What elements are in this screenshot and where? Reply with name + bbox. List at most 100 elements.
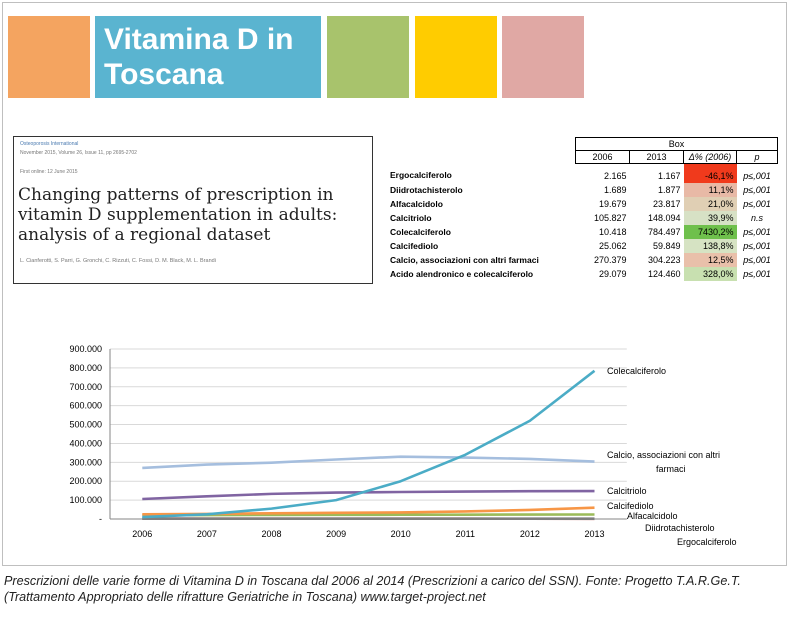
row-delta: 138,8% (683, 239, 737, 253)
paper-authors: L. Cianferotti, S. Parri, G. Gronchi, C.… (20, 258, 216, 264)
series-label: Ergocalciferolo (677, 537, 737, 547)
row-name: Alfacalcidolo (390, 198, 443, 209)
row-p: p≤,001 (743, 198, 771, 209)
row-name: Diidrotachisterolo (390, 184, 463, 195)
y-tick-label: - (99, 514, 102, 524)
row-name: Acido alendronico e colecalciferolo (390, 268, 534, 279)
row-2013: 784.497 (647, 226, 681, 237)
row-2006: 10.418 (598, 226, 627, 237)
paper-title: Changing patterns of prescription in vit… (18, 185, 370, 245)
series-label: Calcifediolo (607, 501, 654, 511)
paper-title-line-2: vitamin D supplementation in adults: (18, 205, 338, 225)
row-2013: 59.849 (652, 240, 681, 251)
row-2013: 1.877 (657, 184, 681, 195)
series-label: Calcitriolo (607, 486, 647, 496)
y-tick-label: 100.000 (69, 495, 102, 505)
x-tick-label: 2008 (261, 529, 281, 539)
paper-journal: Osteoporosis International (20, 141, 79, 147)
row-2013: 1.167 (657, 170, 681, 181)
row-2013: 304.223 (647, 254, 681, 265)
series-label: Colecalciferolo (607, 366, 666, 376)
row-2006: 19.679 (598, 198, 627, 209)
row-p: p≤,001 (743, 268, 771, 279)
row-name: Calcitriolo (390, 212, 432, 223)
box-header: Box (575, 137, 778, 151)
row-p: p≤,001 (743, 254, 771, 265)
paper-title-line-3: analysis of a regional dataset (18, 225, 271, 245)
series-line-calcio-associazioni-con-altri-farmaci (142, 455, 595, 470)
x-tick-label: 2009 (326, 529, 346, 539)
col-header-2013: 2013 (629, 150, 684, 164)
table-row: Calcio, associazioni con altri farmaci 27… (388, 253, 778, 267)
y-tick-label: 400.000 (69, 438, 102, 448)
col-header-delta: Δ% (2006) (683, 150, 737, 164)
row-2006: 2.165 (603, 170, 627, 181)
series-line-calcitriolo (142, 489, 595, 501)
table-row: Alfacalcidolo 19.679 23.817 21,0% p≤,001 (388, 197, 778, 211)
row-name: Ergocalciferolo (390, 170, 452, 181)
title-line-2: Toscana (104, 58, 224, 91)
col-header-2006: 2006 (575, 150, 630, 164)
pink-tile (502, 16, 584, 98)
yellow-tile (415, 16, 497, 98)
y-tick-label: 500.000 (69, 420, 102, 430)
prescription-table: Box 2006 2013 Δ% (2006) p Ergocalciferol… (388, 137, 778, 281)
table-row: Colecalciferolo 10.418 784.497 7430,2% p≤,00… (388, 225, 778, 239)
row-delta: 11,1% (683, 183, 737, 197)
y-tick-label: 200.000 (69, 476, 102, 486)
series-label: Diidrotachisterolo (645, 523, 715, 533)
row-name: Calcio, associazioni con altri farmaci (390, 254, 539, 265)
table-row: Calcifediolo 25.062 59.849 138,8% p≤,001 (388, 239, 778, 253)
x-tick-label: 2011 (456, 529, 475, 539)
table-row: Ergocalciferolo 2.165 1.167 -46,1% p≤,001 (388, 163, 778, 183)
col-header-p: p (736, 150, 778, 164)
series-label: Calcio, associazioni con altri (607, 450, 720, 460)
row-2006: 270.379 (593, 254, 627, 265)
content-frame (2, 2, 787, 566)
title-line-1: Vitamina D in (104, 23, 294, 56)
row-2013: 23.817 (652, 198, 681, 209)
row-delta: 39,9% (683, 211, 737, 225)
y-tick-label: 600.000 (69, 401, 102, 411)
paper-meta: November 2015, Volume 26, Issue 11, pp 2… (20, 150, 137, 156)
y-tick-label: 700.000 (69, 382, 102, 392)
x-tick-label: 2007 (197, 529, 217, 539)
row-name: Calcifediolo (390, 240, 439, 251)
row-2013: 124.460 (647, 268, 681, 279)
green-tile (327, 16, 409, 98)
row-p: p≤,001 (743, 184, 771, 195)
y-tick-label: 800.000 (69, 363, 102, 373)
row-2006: 1.689 (603, 184, 627, 195)
series-label: farmaci (656, 464, 686, 474)
y-tick-label: 900.000 (69, 344, 102, 354)
table-row: Diidrotachisterolo 1.689 1.877 11,1% p≤,001 (388, 183, 778, 197)
row-delta: 21,0% (683, 197, 737, 211)
figure-caption: Prescrizioni delle varie forme di Vitami… (4, 574, 741, 604)
paper-citation-image: Osteoporosis International November 2015… (13, 136, 373, 284)
row-delta: 12,5% (683, 253, 737, 267)
blue-title-tile (95, 16, 321, 98)
x-tick-label: 2006 (132, 529, 152, 539)
x-tick-label: 2010 (391, 529, 411, 539)
x-tick-label: 2012 (520, 529, 540, 539)
series-line-colecalciferolo (142, 369, 596, 519)
row-delta: -46,1% (683, 163, 737, 183)
paper-title-line-1: Changing patterns of prescription in (18, 185, 334, 205)
row-delta: 328,0% (683, 267, 737, 281)
line-chart: - 100.000 200.000 300.000 400.000 500.000 600.… (69, 344, 737, 547)
orange-tile (8, 16, 90, 98)
row-p: p≤,001 (743, 240, 771, 251)
row-p: p≤,001 (743, 226, 771, 237)
series-label: Alfacalcidolo (627, 511, 678, 521)
row-delta: 7430,2% (683, 225, 737, 239)
row-name: Colecalciferolo (390, 226, 451, 237)
page-title: Vitamina D in Toscana (104, 22, 294, 92)
row-2013: 148.094 (647, 212, 681, 223)
y-tick-label: 300.000 (69, 457, 102, 467)
row-p: n.s (750, 212, 763, 223)
table-row: Acido alendronico e colecalciferolo 29.07… (388, 267, 778, 281)
x-tick-label: 2013 (584, 529, 604, 539)
paper-first-online: First online: 12 June 2015 (20, 169, 78, 175)
table-row: Calcitriolo 105.827 148.094 39,9% n.s (388, 211, 778, 225)
row-2006: 29.079 (598, 268, 627, 279)
